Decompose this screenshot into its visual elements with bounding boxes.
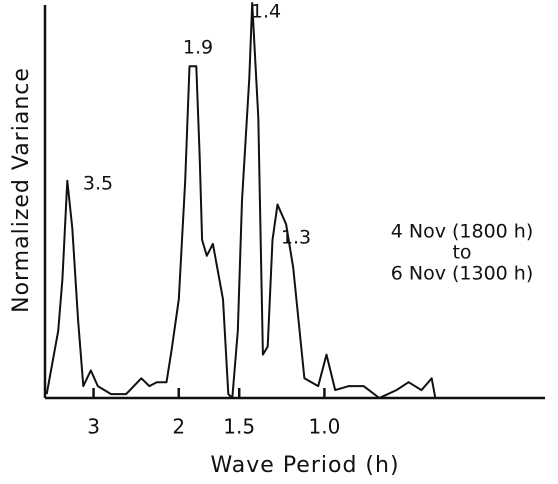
period-text: 6 Nov (1300 h) bbox=[391, 263, 534, 285]
peak-label: 3.5 bbox=[83, 173, 113, 195]
x-tick-label: 2 bbox=[172, 415, 185, 439]
peak-label: 1.3 bbox=[281, 227, 311, 249]
period-text: to bbox=[452, 242, 471, 264]
x-tick-label: 1.0 bbox=[309, 415, 341, 439]
spectrum-line bbox=[45, 2, 437, 399]
x-axis-title: Wave Period (h) bbox=[210, 453, 399, 478]
x-tick-label: 1.5 bbox=[223, 415, 255, 439]
peak-label: 1.4 bbox=[251, 1, 281, 23]
peak-label: 1.9 bbox=[183, 37, 213, 59]
period-text: 4 Nov (1800 h) bbox=[391, 221, 534, 243]
y-axis-title: Normalized Variance bbox=[9, 67, 34, 313]
x-tick-label: 3 bbox=[87, 415, 100, 439]
